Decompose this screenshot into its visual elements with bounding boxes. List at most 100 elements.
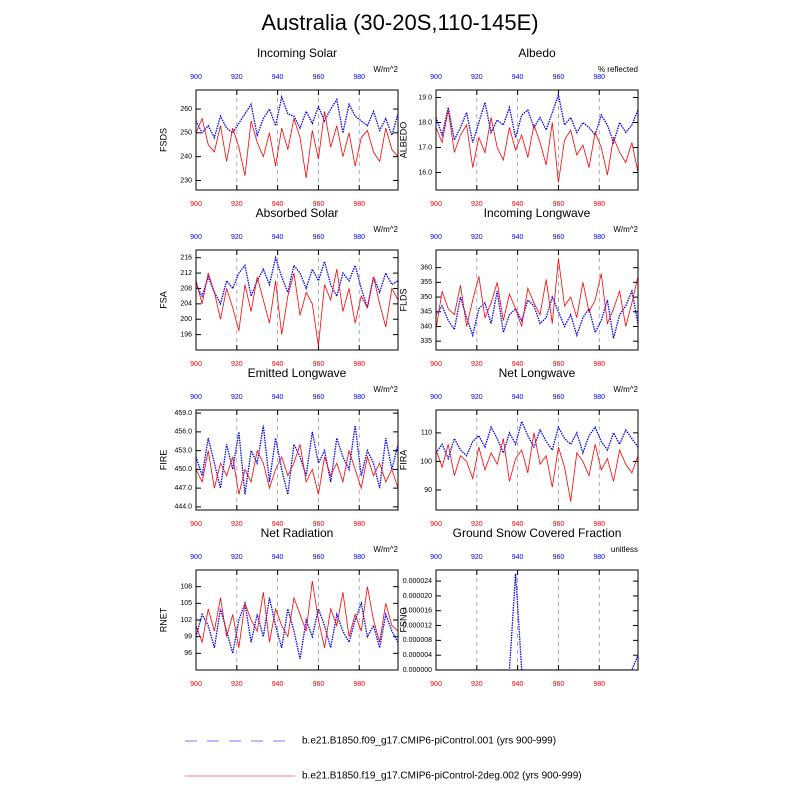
series-line — [196, 269, 398, 347]
x-tick-label-top: 940 — [512, 74, 524, 81]
x-tick-label: 960 — [313, 681, 325, 688]
x-tick-label-top: 960 — [553, 234, 565, 241]
x-tick-label-top: 980 — [593, 74, 605, 81]
x-tick-label-top: 940 — [272, 234, 284, 241]
x-tick-label: 980 — [593, 201, 605, 208]
x-tick-label-top: 960 — [553, 394, 565, 401]
figure-title: Australia (30-20S,110-145E) — [261, 10, 538, 35]
units-label: W/m^2 — [373, 65, 398, 74]
x-tick-label: 900 — [430, 681, 442, 688]
x-tick-label: 920 — [231, 201, 243, 208]
y-tick-label: 212 — [180, 270, 192, 277]
x-tick-label-top: 900 — [430, 74, 442, 81]
x-tick-label-top: 920 — [471, 234, 483, 241]
x-tick-label-top: 900 — [430, 234, 442, 241]
x-tick-label: 940 — [272, 361, 284, 368]
y-tick-label: 340 — [420, 323, 432, 330]
x-tick-label: 900 — [430, 521, 442, 528]
x-tick-label: 900 — [190, 361, 202, 368]
y-tick-label: 0.000024 — [403, 578, 432, 585]
x-tick-label: 920 — [471, 521, 483, 528]
x-tick-label: 980 — [593, 521, 605, 528]
x-tick-label: 980 — [593, 361, 605, 368]
y-tick-label: 0.000004 — [403, 652, 432, 659]
y-axis-label: FSDS — [158, 128, 168, 152]
y-tick-label: 0.000012 — [403, 622, 432, 629]
units-label: unitless — [611, 545, 638, 554]
y-tick-label: 444.0 — [174, 504, 192, 511]
x-tick-label-top: 960 — [553, 554, 565, 561]
series-line — [196, 597, 398, 660]
x-tick-label: 920 — [471, 361, 483, 368]
y-tick-label: 0.000008 — [403, 637, 432, 644]
y-axis-label: ALBEDO — [398, 122, 408, 159]
units-label: W/m^2 — [613, 385, 638, 394]
y-tick-label: 16.0 — [418, 169, 432, 176]
y-tick-label: 350 — [420, 294, 432, 301]
x-tick-label: 980 — [353, 521, 365, 528]
y-tick-label: 250 — [180, 130, 192, 137]
plot-frame — [435, 249, 639, 351]
y-tick-label: 447.0 — [174, 485, 192, 492]
x-tick-label-top: 940 — [272, 554, 284, 561]
x-tick-label-top: 900 — [190, 554, 202, 561]
x-tick-label-top: 960 — [313, 554, 325, 561]
y-tick-label: 345 — [420, 309, 432, 316]
y-tick-label: 108 — [180, 584, 192, 591]
panel-title: Incoming Longwave — [484, 206, 591, 220]
y-tick-label: 0.000020 — [403, 593, 432, 600]
x-tick-label: 960 — [553, 361, 565, 368]
x-tick-label: 940 — [272, 681, 284, 688]
x-tick-label: 960 — [313, 521, 325, 528]
x-tick-label: 940 — [512, 361, 524, 368]
x-tick-label: 980 — [353, 201, 365, 208]
y-tick-label: 19.0 — [418, 94, 432, 101]
y-tick-label: 0.000016 — [403, 608, 432, 615]
legend-label: b.e21.B1850.f09_g17.CMIP6-piControl.001 … — [302, 736, 556, 747]
y-tick-label: 360 — [420, 264, 432, 271]
x-tick-label-top: 920 — [231, 234, 243, 241]
y-axis-label: FIRA — [398, 450, 408, 471]
y-tick-label: 18.0 — [418, 119, 432, 126]
x-tick-label-top: 980 — [353, 234, 365, 241]
series-line — [436, 432, 638, 502]
x-tick-label-top: 920 — [231, 394, 243, 401]
panel-title: Absorbed Solar — [256, 206, 339, 220]
panel-title: Incoming Solar — [257, 46, 337, 60]
y-tick-label: 96 — [184, 650, 192, 657]
y-tick-label: 102 — [180, 617, 192, 624]
y-tick-label: 208 — [180, 285, 192, 292]
panel-title: Albedo — [518, 46, 556, 60]
x-tick-label: 900 — [190, 681, 202, 688]
x-tick-label: 920 — [471, 201, 483, 208]
plot-frame — [435, 569, 639, 671]
y-tick-label: 459.0 — [174, 410, 192, 417]
y-tick-label: 260 — [180, 106, 192, 113]
x-tick-label-top: 980 — [593, 394, 605, 401]
plot-frame — [195, 409, 399, 511]
y-tick-label: 216 — [180, 255, 192, 262]
x-tick-label-top: 960 — [313, 234, 325, 241]
x-tick-label-top: 900 — [190, 234, 202, 241]
plot-frame — [435, 409, 639, 511]
panel-title: Net Radiation — [261, 526, 334, 540]
units-label: W/m^2 — [613, 225, 638, 234]
series-line — [196, 111, 398, 179]
series-line — [436, 419, 638, 461]
units-label: W/m^2 — [373, 545, 398, 554]
y-tick-label: 453.0 — [174, 447, 192, 454]
x-tick-label-top: 920 — [471, 554, 483, 561]
x-tick-label: 900 — [430, 201, 442, 208]
x-tick-label-top: 980 — [353, 554, 365, 561]
units-label: % reflected — [598, 65, 638, 74]
x-tick-label-top: 920 — [231, 74, 243, 81]
y-tick-label: 90 — [424, 487, 432, 494]
x-tick-label-top: 920 — [231, 554, 243, 561]
x-tick-label: 940 — [512, 681, 524, 688]
series-line — [196, 444, 398, 495]
x-tick-label: 900 — [190, 521, 202, 528]
x-tick-label: 920 — [231, 681, 243, 688]
x-tick-label: 980 — [353, 681, 365, 688]
series-line — [436, 92, 638, 145]
plot-frame — [195, 569, 399, 671]
